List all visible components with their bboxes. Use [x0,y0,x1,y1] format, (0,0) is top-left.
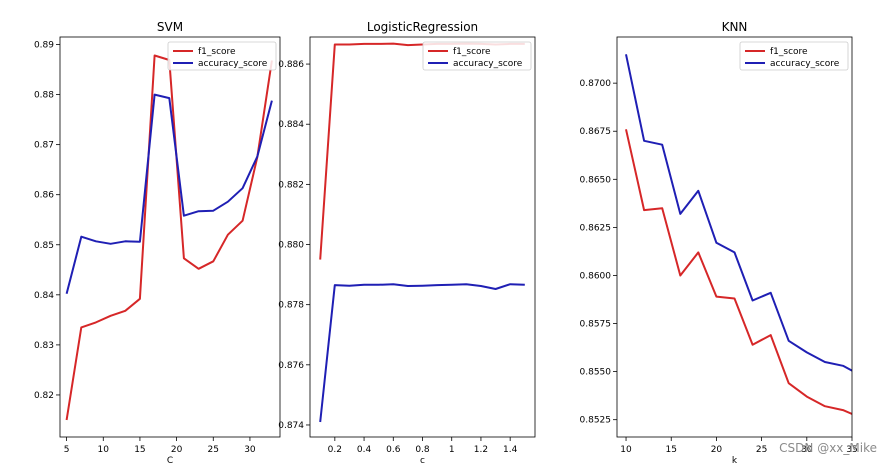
x-tick-label: 1 [449,445,455,455]
x-tick-label: 0.6 [386,445,401,455]
series-line-accuracy-score [319,283,525,423]
y-tick-label: 0.8625 [580,223,612,233]
y-tick-label: 0.82 [34,391,54,401]
axes-frame [309,36,536,438]
y-tick-label: 0.886 [278,60,304,70]
x-tick-label: 25 [208,445,219,455]
x-tick-label: 0.4 [357,445,372,455]
y-tick-label: 0.874 [278,421,304,431]
legend-label: accuracy_score [770,59,840,69]
y-tick-label: 0.84 [34,291,54,301]
y-tick-label: 0.83 [34,341,54,351]
legend-box [167,41,277,71]
series-line-accuracy-score [625,54,852,372]
y-tick-label: 0.8700 [580,79,612,89]
x-tick-label: 25 [756,445,767,455]
x-tick-label: 0.2 [328,445,342,455]
y-tick-label: 0.89 [34,41,54,51]
y-tick-label: 0.8550 [580,368,612,378]
series-line-f1-score [625,129,852,416]
y-tick-label: 0.8650 [580,175,612,185]
x-tick-label: 0.8 [415,445,430,455]
x-axis-label: C [167,456,173,463]
y-tick-label: 0.8575 [580,320,612,330]
subplot-svm: SVM 5 10 15 20 25 30 0.82 0.83 0.84 0.85 0.86 0.87 0.… [34,20,281,463]
x-tick-label: 30 [801,445,813,455]
subplot-logisticregression: LogisticRegression 0.2 0.4 0.6 0.8 1 1.2 1.4 0.8… [278,20,536,463]
watermark: CSDN @xx_Mike [779,441,877,455]
axes-frame [59,36,281,438]
x-tick-label: 15 [666,445,677,455]
x-tick-label: 20 [711,445,723,455]
legend-label: f1_score [198,47,236,57]
x-tick-label: 10 [98,445,110,455]
chart-title: SVM [157,20,183,34]
y-tick-label: 0.876 [278,361,304,371]
x-tick-label: 10 [620,445,632,455]
legend-label: f1_score [453,47,491,57]
legend-label: f1_score [770,47,808,57]
y-tick-label: 0.87 [34,141,54,151]
chart-title: KNN [722,20,748,34]
x-tick-label: 5 [64,445,70,455]
y-tick-label: 0.884 [278,120,304,130]
x-axis-label: c [420,456,425,463]
y-tick-label: 0.878 [278,301,304,311]
y-tick-label: 0.88 [34,91,54,101]
legend-box [739,41,849,71]
x-tick-label: 20 [171,445,183,455]
y-tick-label: 0.8600 [580,271,612,281]
y-tick-label: 0.85 [34,241,54,251]
legend-label: accuracy_score [198,59,268,69]
x-tick-label: 30 [244,445,256,455]
legend-label: accuracy_score [453,59,523,69]
x-tick-label: 35 [846,445,857,455]
y-tick-label: 0.8675 [580,127,612,137]
x-tick-label: 15 [134,445,145,455]
x-axis-label: k [732,456,738,463]
y-tick-label: 0.8525 [580,416,612,426]
x-tick-label: 1.4 [503,445,518,455]
y-tick-label: 0.86 [34,191,54,201]
legend-box [422,41,532,71]
series-line-accuracy-score [65,93,273,295]
x-tick-label: 1.2 [474,445,488,455]
subplot-knn: KNN 10 15 20 25 30 35 0.8525 0.8550 0.8575 0.8600 0… [580,20,858,463]
chart-title: LogisticRegression [367,20,478,34]
axes-frame [616,36,853,438]
y-tick-label: 0.880 [278,241,304,251]
y-tick-label: 0.882 [278,180,304,190]
